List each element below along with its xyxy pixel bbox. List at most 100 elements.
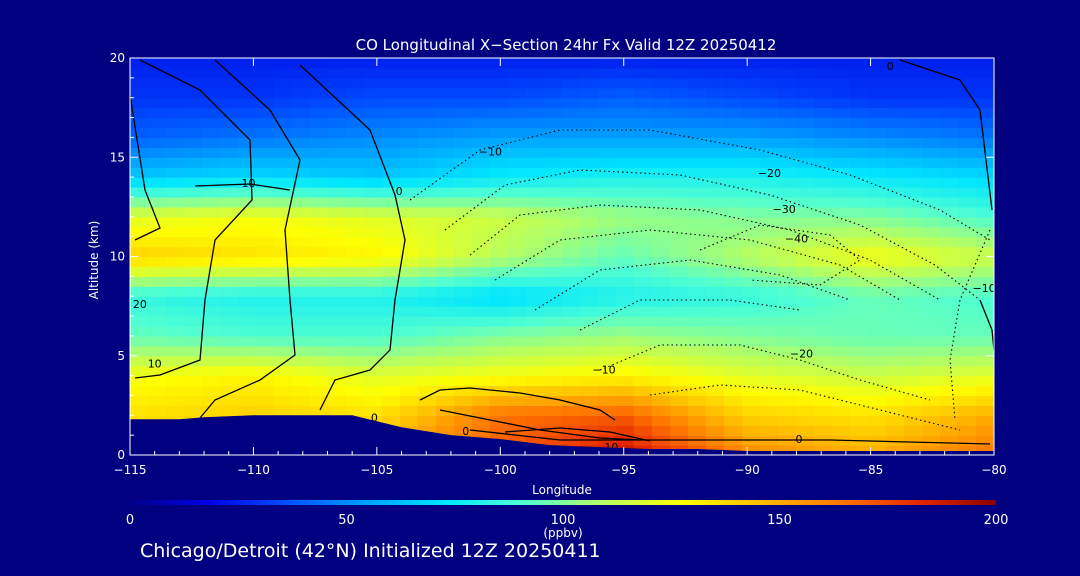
co-cell bbox=[292, 385, 311, 397]
co-cell bbox=[418, 117, 437, 129]
co-cell bbox=[886, 415, 905, 426]
co-cell bbox=[238, 345, 257, 357]
co-cell bbox=[310, 117, 329, 129]
co-cell bbox=[562, 196, 581, 208]
co-cell bbox=[868, 375, 887, 387]
co-cell bbox=[940, 107, 959, 119]
co-cell bbox=[652, 286, 671, 297]
co-cell bbox=[652, 226, 671, 238]
co-cell bbox=[778, 206, 797, 218]
co-cell bbox=[364, 167, 383, 178]
co-cell bbox=[850, 107, 869, 119]
co-cell bbox=[958, 445, 977, 455]
co-cell bbox=[940, 147, 959, 158]
co-cell bbox=[616, 325, 635, 337]
co-cell bbox=[382, 67, 401, 79]
co-cell bbox=[598, 276, 617, 287]
co-cell bbox=[562, 87, 581, 99]
co-cell bbox=[796, 296, 815, 307]
co-cell bbox=[256, 58, 275, 69]
co-cell bbox=[400, 335, 419, 347]
co-cell bbox=[508, 67, 527, 79]
co-cell bbox=[652, 157, 671, 168]
co-cell bbox=[544, 325, 563, 337]
co-cell bbox=[742, 226, 761, 238]
co-cell bbox=[796, 306, 815, 317]
co-cell bbox=[346, 196, 365, 208]
co-cell bbox=[148, 395, 167, 406]
co-cell bbox=[202, 67, 221, 79]
co-cell bbox=[652, 256, 671, 268]
co-cell bbox=[400, 385, 419, 397]
co-cell bbox=[724, 87, 743, 99]
co-cell bbox=[436, 216, 455, 228]
co-cell bbox=[688, 375, 707, 387]
co-cell bbox=[922, 385, 941, 397]
co-cell bbox=[616, 236, 635, 248]
co-cell bbox=[292, 157, 311, 168]
co-cell bbox=[274, 325, 293, 337]
co-cell bbox=[670, 276, 689, 287]
co-cell bbox=[688, 345, 707, 357]
co-cell bbox=[706, 87, 725, 99]
co-cell bbox=[850, 127, 869, 138]
co-cell bbox=[886, 296, 905, 307]
co-cell bbox=[958, 256, 977, 268]
co-cell bbox=[310, 286, 329, 297]
co-cell bbox=[238, 246, 257, 258]
co-cell bbox=[220, 206, 239, 218]
co-cell bbox=[778, 77, 797, 89]
co-cell bbox=[472, 256, 491, 268]
co-cell bbox=[184, 58, 203, 69]
co-cell bbox=[436, 77, 455, 89]
co-cell bbox=[670, 306, 689, 317]
co-cell bbox=[544, 425, 563, 436]
co-cell bbox=[706, 58, 725, 69]
co-cell bbox=[436, 177, 455, 188]
co-cell bbox=[760, 256, 779, 268]
co-cell bbox=[436, 137, 455, 148]
co-cell bbox=[796, 345, 815, 357]
co-cell bbox=[220, 137, 239, 148]
co-cell bbox=[706, 425, 725, 436]
co-cell bbox=[724, 365, 743, 377]
co-cell bbox=[418, 256, 437, 268]
co-cell bbox=[310, 157, 329, 168]
co-cell bbox=[292, 306, 311, 317]
co-cell bbox=[670, 206, 689, 218]
co-cell bbox=[922, 147, 941, 158]
co-cell bbox=[292, 97, 311, 109]
co-cell bbox=[418, 236, 437, 248]
co-cell bbox=[670, 137, 689, 148]
co-cell bbox=[130, 286, 149, 297]
co-cell bbox=[724, 77, 743, 89]
co-cell bbox=[652, 216, 671, 228]
co-cell bbox=[706, 306, 725, 317]
co-cell bbox=[760, 355, 779, 367]
co-cell bbox=[490, 87, 509, 99]
co-cell bbox=[922, 276, 941, 287]
co-cell bbox=[562, 375, 581, 387]
co-cell bbox=[688, 97, 707, 109]
co-cell bbox=[886, 127, 905, 138]
co-cell bbox=[868, 316, 887, 327]
co-cell bbox=[184, 117, 203, 129]
co-cell bbox=[652, 236, 671, 248]
co-cell bbox=[922, 435, 941, 446]
co-cell bbox=[778, 127, 797, 138]
co-cell bbox=[724, 58, 743, 69]
co-cell bbox=[652, 316, 671, 327]
co-cell bbox=[760, 395, 779, 406]
co-cell bbox=[346, 216, 365, 228]
co-cell bbox=[886, 58, 905, 69]
co-cell bbox=[526, 345, 545, 357]
co-cell bbox=[976, 216, 994, 228]
co-cell bbox=[166, 77, 185, 89]
co-cell bbox=[238, 365, 257, 377]
co-cell bbox=[904, 87, 923, 99]
co-cell bbox=[886, 256, 905, 268]
co-cell bbox=[436, 117, 455, 129]
co-cell bbox=[472, 335, 491, 347]
co-cell bbox=[436, 385, 455, 397]
co-cell bbox=[490, 306, 509, 317]
